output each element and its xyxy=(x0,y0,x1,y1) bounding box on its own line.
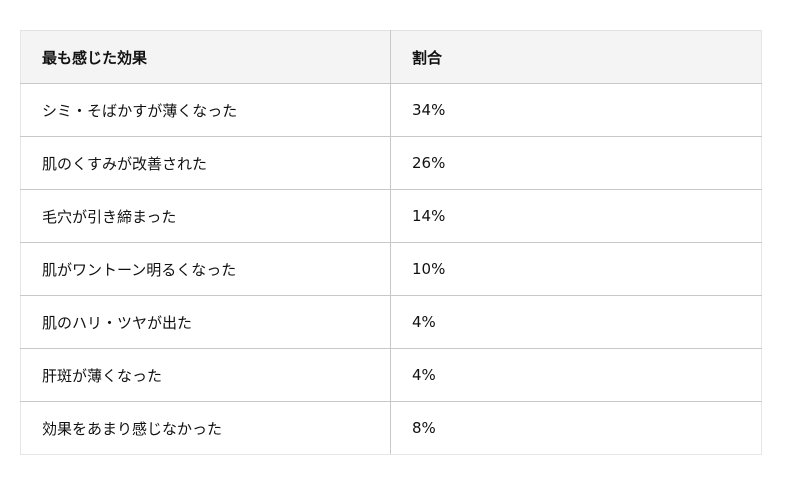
effect-cell: シミ・そばかすが薄くなった xyxy=(20,83,391,137)
ratio-cell: 8% xyxy=(390,401,762,455)
table-row: 効果をあまり感じなかった 8% xyxy=(20,401,762,455)
table-row: シミ・そばかすが薄くなった 34% xyxy=(20,83,762,137)
table-row: 肌がワントーン明るくなった 10% xyxy=(20,242,762,296)
table-row: 毛穴が引き締まった 14% xyxy=(20,189,762,243)
effect-cell: 毛穴が引き締まった xyxy=(20,189,391,243)
header-ratio: 割合 xyxy=(390,30,762,84)
ratio-cell: 4% xyxy=(390,295,762,349)
table-row: 肝斑が薄くなった 4% xyxy=(20,348,762,402)
ratio-cell: 34% xyxy=(390,83,762,137)
effect-cell: 肝斑が薄くなった xyxy=(20,348,391,402)
ratio-cell: 14% xyxy=(390,189,762,243)
table-header-row: 最も感じた効果 割合 xyxy=(20,30,762,84)
ratio-cell: 4% xyxy=(390,348,762,402)
effects-table: 最も感じた効果 割合 シミ・そばかすが薄くなった 34% 肌のくすみが改善された 2… xyxy=(20,30,762,455)
effect-cell: 効果をあまり感じなかった xyxy=(20,401,391,455)
table-row: 肌のくすみが改善された 26% xyxy=(20,136,762,190)
effect-cell: 肌がワントーン明るくなった xyxy=(20,242,391,296)
header-effect: 最も感じた効果 xyxy=(20,30,391,84)
ratio-cell: 10% xyxy=(390,242,762,296)
effect-cell: 肌のくすみが改善された xyxy=(20,136,391,190)
effect-cell: 肌のハリ・ツヤが出た xyxy=(20,295,391,349)
ratio-cell: 26% xyxy=(390,136,762,190)
table-row: 肌のハリ・ツヤが出た 4% xyxy=(20,295,762,349)
